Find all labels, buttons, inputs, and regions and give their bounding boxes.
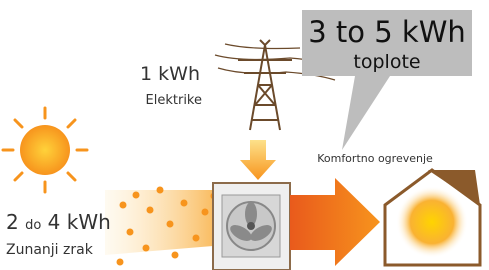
air-amount: 2 do 4 kWh: [6, 210, 111, 234]
heat-amount: 3 to 5 kWh: [308, 15, 466, 49]
comfort-label: Komfortno ogrevenje: [317, 152, 433, 165]
air-connector: do: [25, 218, 41, 233]
energy-arrow-down: [240, 140, 276, 180]
air-to: 4 kWh: [48, 210, 111, 234]
heat-arrow: [290, 178, 380, 266]
electricity-label: Elektrike: [146, 93, 202, 108]
heat-label: toplote: [353, 51, 420, 73]
electricity-amount: 1 kWh: [140, 63, 200, 85]
sun: [3, 108, 87, 192]
heat-pump-diagram: 3 to 5 kWh toplote 1 kWh Elektrike Komfo…: [0, 0, 489, 270]
air-label: Zunanji zrak: [6, 242, 94, 258]
air-from: 2: [6, 210, 19, 234]
heat-pump-unit: [213, 183, 290, 270]
air-beam: [105, 190, 225, 255]
house: [385, 170, 480, 265]
